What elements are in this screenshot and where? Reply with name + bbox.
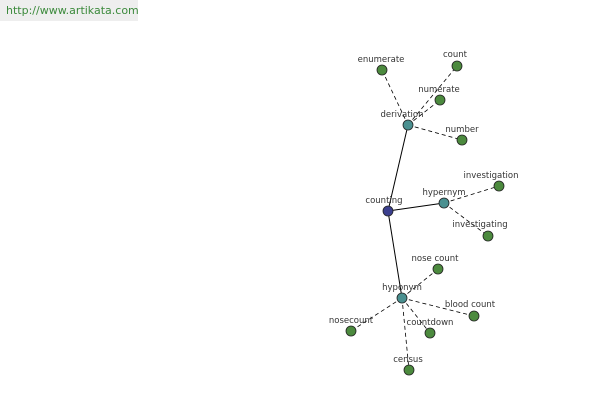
edge (387, 210, 403, 299)
node-label[interactable]: number (445, 125, 479, 135)
node-label[interactable]: count (443, 50, 468, 60)
edge (387, 124, 409, 212)
edge (350, 297, 403, 332)
node-label[interactable]: nosecount (329, 316, 374, 326)
node-label[interactable]: counting (365, 196, 402, 206)
node[interactable] (482, 230, 494, 242)
node[interactable] (424, 327, 436, 339)
edge (443, 202, 489, 237)
node[interactable] (456, 134, 468, 146)
node[interactable] (434, 94, 446, 106)
node-label[interactable]: census (393, 355, 423, 365)
edge (401, 268, 439, 299)
edge (443, 185, 500, 204)
node-label[interactable]: hypernym (422, 188, 465, 198)
node[interactable] (451, 60, 463, 72)
node-label[interactable]: countdown (407, 318, 454, 328)
node[interactable] (382, 205, 394, 217)
node-label[interactable]: derivation (380, 110, 423, 120)
edges (350, 65, 500, 371)
node[interactable] (438, 197, 450, 209)
node[interactable] (402, 119, 414, 131)
node[interactable] (396, 292, 408, 304)
node[interactable] (493, 180, 505, 192)
node-label[interactable]: hyponym (382, 283, 422, 293)
labels: counting derivation hypernym hyponym enu… (329, 50, 519, 365)
node[interactable] (403, 364, 415, 376)
node-label[interactable]: numerate (418, 85, 460, 95)
node-label[interactable]: nose count (412, 254, 460, 264)
edge (401, 297, 475, 317)
node-label[interactable]: investigation (463, 171, 518, 181)
node-label[interactable]: investigating (452, 220, 507, 230)
node-label[interactable]: blood count (445, 300, 496, 310)
site-url[interactable]: http://www.artikata.com (0, 0, 139, 21)
node[interactable] (432, 263, 444, 275)
node[interactable] (468, 310, 480, 322)
edge (381, 69, 409, 126)
node[interactable] (345, 325, 357, 337)
nodes (345, 60, 505, 376)
edge (407, 124, 463, 141)
edge (407, 65, 458, 126)
edge (401, 297, 410, 371)
edge (401, 297, 431, 334)
node[interactable] (376, 64, 388, 76)
edge (387, 202, 445, 212)
node-label[interactable]: enumerate (358, 55, 405, 65)
